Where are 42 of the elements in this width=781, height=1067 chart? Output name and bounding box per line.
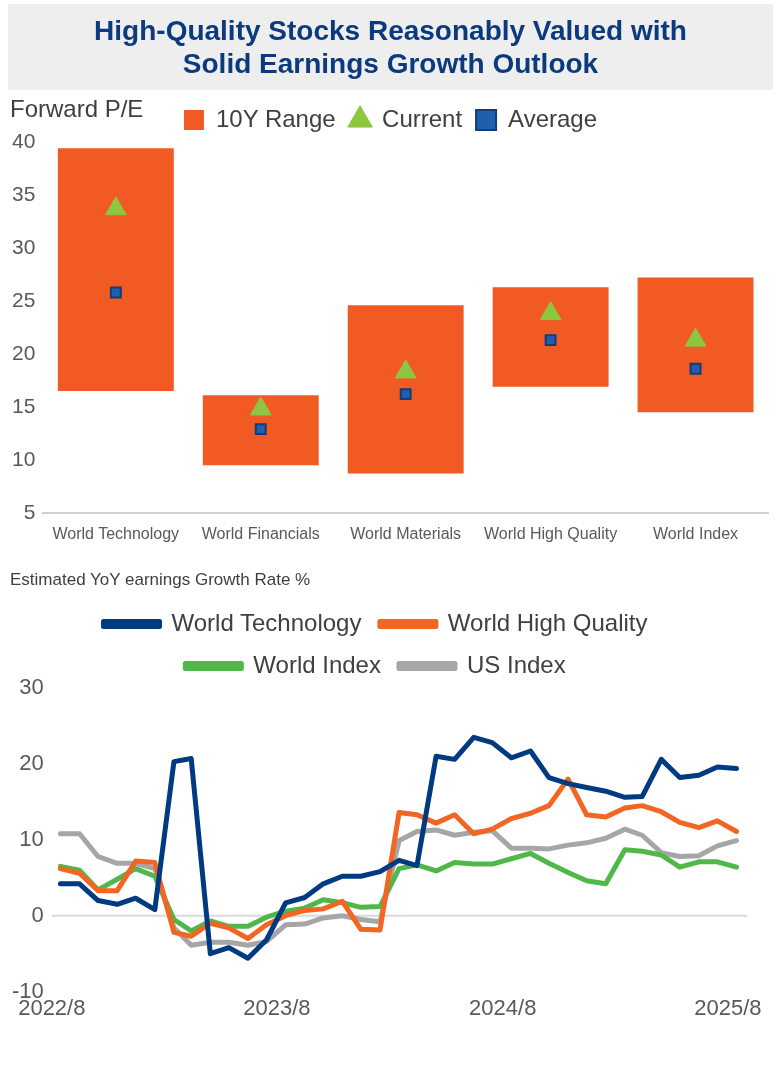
point (399, 388, 412, 401)
y-tick-label: 35 (12, 181, 36, 205)
legend-label: World Technology (171, 608, 362, 636)
y-tick-label: 10 (19, 825, 44, 851)
y-tick-label: 0 (31, 901, 44, 927)
legend-label: Current (382, 104, 463, 132)
y-tick-label: 30 (12, 234, 36, 258)
y-tick-label: 40 (12, 128, 36, 152)
y-tick-label: 20 (19, 749, 44, 775)
bar (637, 277, 754, 413)
x-tick-label: World Financials (201, 524, 320, 542)
legend-label: World High Quality (447, 608, 648, 636)
legend-label: US Index (466, 650, 566, 678)
y-tick-label: 10 (12, 446, 36, 470)
y-tick-label: 20 (12, 340, 36, 364)
x-tick-label: World Technology (52, 524, 180, 542)
chart-title: Estimated YoY earnings Growth Rate % (9, 569, 312, 590)
bar (347, 305, 464, 474)
point (254, 423, 267, 436)
bar (202, 395, 319, 466)
legend-label: World Index (253, 650, 381, 678)
x-tick-label: 2024/8 (469, 994, 537, 1020)
point (689, 362, 702, 375)
point (544, 334, 557, 347)
y-tick-label: 5 (23, 499, 36, 523)
x-tick-label: 2025/8 (694, 994, 762, 1020)
y-tick-label: 25 (12, 287, 36, 311)
x-tick-label: World Index (653, 524, 739, 542)
point (539, 301, 562, 321)
x-tick-label: 2023/8 (243, 994, 311, 1020)
y-tick-label: 30 (19, 674, 44, 700)
bar (492, 287, 609, 387)
bar (57, 148, 174, 391)
chart-title: High-Quality Stocks Reasonably Valued with Solid Earnings Growth Outlook (8, 4, 773, 90)
y-tick-label: 15 (12, 393, 36, 417)
x-tick-label: World Materials (350, 524, 462, 542)
x-tick-label: World High Quality (484, 524, 618, 542)
legend-label: 10Y Range (215, 104, 336, 132)
point (104, 196, 127, 216)
point (109, 286, 122, 299)
legend-label: Average (508, 104, 598, 132)
y-axis-title: Forward P/E (10, 94, 144, 122)
